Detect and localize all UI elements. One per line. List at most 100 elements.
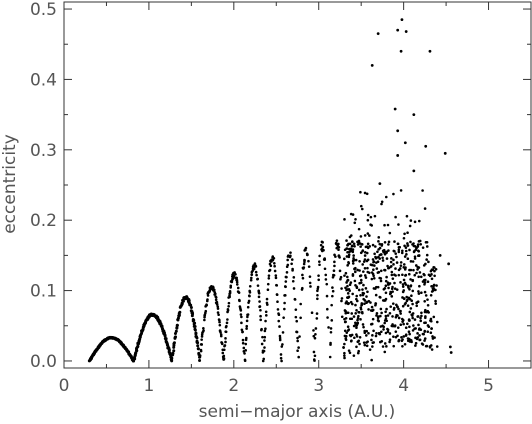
- data-point: [399, 49, 403, 53]
- data-point: [384, 297, 388, 301]
- data-point: [351, 302, 354, 306]
- data-point: [389, 260, 393, 264]
- data-point: [317, 278, 321, 282]
- data-point: [243, 359, 247, 363]
- data-point: [355, 345, 358, 349]
- y-tick-label: 0.2: [30, 211, 57, 231]
- data-point: [203, 318, 206, 322]
- data-point: [414, 341, 418, 345]
- data-point: [391, 285, 394, 289]
- data-point: [380, 202, 383, 206]
- data-point: [372, 287, 376, 290]
- data-point: [397, 338, 401, 342]
- data-point: [397, 307, 400, 311]
- data-point: [358, 274, 362, 278]
- data-point: [223, 344, 227, 347]
- data-point: [384, 195, 388, 199]
- data-point: [304, 246, 308, 250]
- data-point: [193, 328, 197, 332]
- data-point: [337, 245, 341, 249]
- data-point: [395, 255, 398, 259]
- data-point: [362, 270, 365, 273]
- data-point: [431, 335, 434, 338]
- data-point: [426, 303, 430, 307]
- data-point: [281, 331, 285, 334]
- data-point: [401, 273, 404, 277]
- data-point: [172, 349, 176, 353]
- data-point: [376, 319, 380, 322]
- data-point: [390, 295, 394, 298]
- data-point: [364, 287, 368, 290]
- data-point: [410, 294, 413, 298]
- data-point: [343, 320, 347, 324]
- data-point: [370, 322, 374, 326]
- y-tick-label: 0.0: [30, 352, 57, 372]
- data-point: [387, 266, 391, 270]
- data-point: [370, 305, 374, 309]
- data-point: [413, 220, 417, 224]
- data-point: [372, 274, 375, 278]
- data-point: [345, 255, 349, 258]
- data-point: [264, 310, 268, 314]
- data-point: [432, 315, 436, 319]
- data-point: [296, 349, 299, 353]
- data-point: [414, 264, 418, 267]
- data-point: [359, 204, 363, 208]
- data-point: [355, 286, 359, 290]
- data-point: [219, 331, 222, 334]
- data-point: [423, 207, 427, 210]
- data-point: [409, 307, 413, 310]
- data-point: [361, 288, 364, 291]
- y-tick-label: 0.1: [30, 282, 57, 302]
- data-point: [347, 301, 350, 305]
- data-point: [299, 302, 302, 306]
- data-point: [194, 332, 198, 336]
- data-point: [398, 267, 402, 270]
- data-point: [378, 332, 382, 336]
- data-point: [426, 330, 430, 333]
- data-point: [393, 107, 397, 111]
- data-point: [412, 242, 415, 245]
- data-point: [357, 310, 360, 314]
- data-point: [427, 273, 431, 277]
- data-point: [343, 356, 346, 360]
- data-point: [326, 316, 329, 319]
- data-point: [302, 262, 306, 266]
- data-point: [421, 189, 424, 192]
- data-point: [377, 240, 380, 243]
- data-point: [289, 254, 292, 258]
- data-point: [400, 251, 404, 255]
- data-point: [351, 262, 355, 265]
- data-point: [394, 215, 397, 219]
- data-point: [403, 244, 406, 248]
- data-point: [380, 330, 383, 334]
- data-point: [408, 248, 411, 252]
- data-point: [388, 340, 391, 344]
- data-point: [200, 338, 203, 341]
- data-point: [401, 285, 405, 288]
- data-point: [411, 302, 414, 306]
- data-point: [334, 255, 337, 258]
- data-point: [402, 297, 406, 300]
- data-point: [349, 249, 353, 253]
- data-point: [379, 279, 383, 283]
- data-point: [408, 287, 411, 291]
- data-point: [401, 345, 404, 348]
- data-point: [352, 242, 356, 246]
- data-point: [346, 275, 349, 279]
- data-point: [362, 260, 366, 263]
- data-point: [295, 330, 299, 334]
- data-point: [391, 324, 395, 328]
- data-point: [404, 326, 408, 330]
- data-point: [387, 243, 390, 246]
- data-point: [363, 343, 367, 347]
- data-point: [349, 247, 353, 251]
- data-point: [420, 291, 423, 294]
- data-point: [361, 207, 364, 211]
- data-point: [267, 274, 271, 277]
- data-point: [379, 269, 383, 273]
- data-point: [384, 317, 388, 320]
- data-point: [386, 223, 390, 227]
- data-point: [170, 356, 174, 360]
- data-point: [403, 255, 407, 258]
